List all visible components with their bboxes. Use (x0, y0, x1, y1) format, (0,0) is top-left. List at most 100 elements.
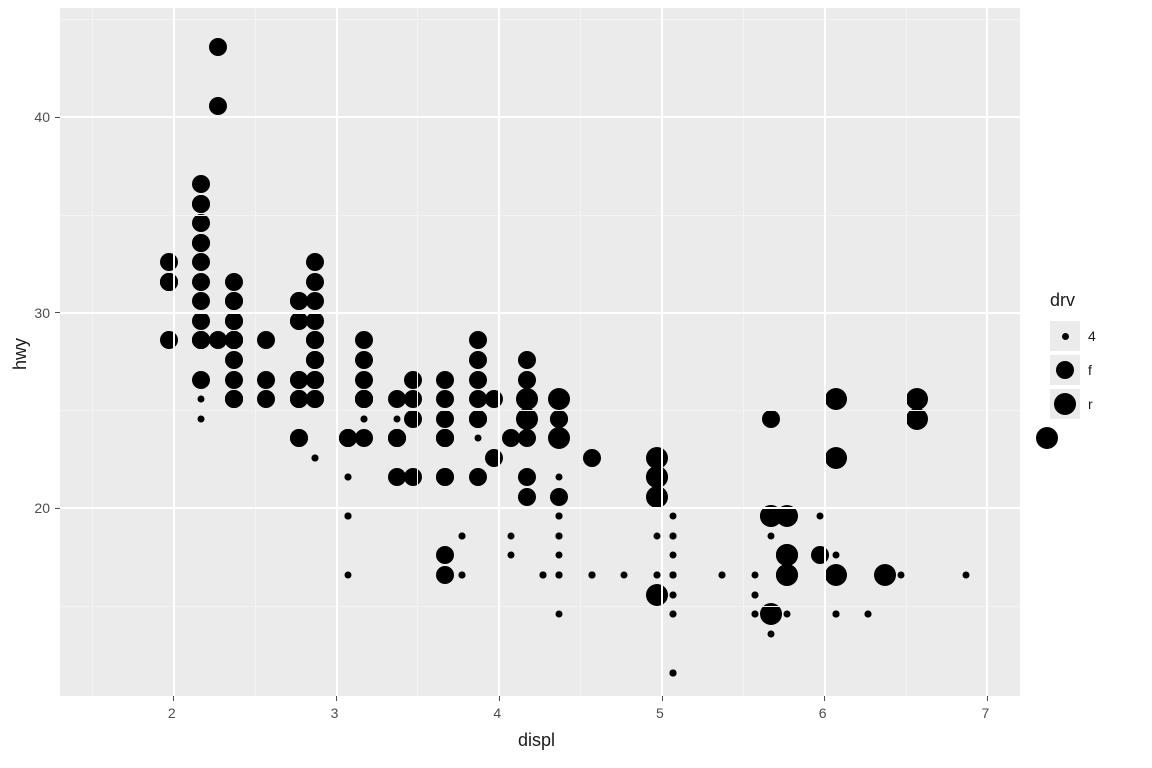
x-tick-label: 3 (331, 706, 339, 720)
y-axis-title: hwy (10, 338, 31, 370)
scatter-point (518, 351, 536, 369)
scatter-point (518, 390, 536, 408)
scatter-point (192, 312, 210, 330)
scatter-point (548, 427, 570, 449)
scatter-point (670, 591, 677, 598)
scatter-point (550, 410, 568, 428)
scatter-point (469, 468, 487, 486)
scatter-point (816, 513, 823, 520)
scatter-point (257, 390, 275, 408)
scatter-point (257, 331, 275, 349)
scatter-point (192, 292, 210, 310)
scatter-point (865, 611, 872, 618)
y-tick-label: 30 (34, 306, 50, 320)
scatter-point (469, 351, 487, 369)
scatter-point (225, 292, 243, 310)
scatter-point (344, 572, 351, 579)
scatter-point (404, 410, 422, 428)
scatter-point (767, 532, 774, 539)
scatter-point (404, 390, 422, 408)
scatter-point (306, 331, 324, 349)
scatter-point (832, 572, 839, 579)
scatter-point (670, 552, 677, 559)
scatter-point (436, 429, 454, 447)
scatter-point (751, 611, 758, 618)
scatter-point (556, 611, 563, 618)
scatter-point (225, 390, 243, 408)
scatter-point (469, 410, 487, 428)
scatter-point (160, 273, 178, 291)
scatter-point (160, 253, 178, 271)
scatter-point (306, 253, 324, 271)
scatter-point (670, 669, 677, 676)
y-tick-label: 40 (34, 110, 50, 124)
scatter-point (192, 234, 210, 252)
scatter-point (469, 331, 487, 349)
x-tick-label: 7 (981, 706, 989, 720)
scatter-point (355, 331, 373, 349)
scatter-point (290, 312, 308, 330)
scatter-point (469, 371, 487, 389)
scatter-point (355, 390, 373, 408)
scatter-point (436, 371, 454, 389)
scatter-point (811, 546, 829, 564)
scatter-point (198, 396, 205, 403)
legend-item: r (1050, 387, 1096, 421)
scatter-point (306, 312, 324, 330)
plot-panel (60, 8, 1020, 696)
scatter-point (776, 544, 798, 566)
scatter-point (518, 429, 536, 447)
x-tick-label: 4 (493, 706, 501, 720)
scatter-point (874, 564, 896, 586)
scatter-point (518, 488, 536, 506)
scatter-point (556, 552, 563, 559)
scatter-point (507, 552, 514, 559)
scatter-point (485, 390, 503, 408)
scatter-point (474, 435, 481, 442)
y-tick-label: 20 (34, 501, 50, 515)
scatter-point (548, 388, 570, 410)
scatter-point (192, 273, 210, 291)
scatter-point (767, 630, 774, 637)
scatter-point (485, 449, 503, 467)
scatter-point (306, 273, 324, 291)
scatter-point (436, 410, 454, 428)
scatter-point (225, 273, 243, 291)
scatter-point (192, 175, 210, 193)
scatter-point (192, 214, 210, 232)
scatter-point (225, 371, 243, 389)
scatter-point (404, 371, 422, 389)
legend-item: 4 (1050, 319, 1096, 353)
figure: 234567203040 displ hwy drv 4fr (0, 0, 1152, 768)
scatter-point (209, 38, 227, 56)
x-tick-label: 5 (656, 706, 664, 720)
scatter-point (502, 429, 520, 447)
scatter-point (583, 449, 601, 467)
scatter-point (588, 572, 595, 579)
legend: drv 4fr (1050, 290, 1096, 421)
scatter-point (290, 429, 308, 447)
scatter-point (225, 331, 243, 349)
scatter-point (556, 532, 563, 539)
scatter-point (436, 468, 454, 486)
scatter-point (225, 351, 243, 369)
scatter-point (518, 371, 536, 389)
scatter-point (209, 97, 227, 115)
scatter-point (404, 468, 422, 486)
scatter-point (339, 429, 357, 447)
scatter-point (653, 591, 660, 598)
scatter-point (518, 468, 536, 486)
scatter-point (621, 572, 628, 579)
scatter-point (306, 390, 324, 408)
scatter-point (653, 572, 660, 579)
scatter-point (192, 195, 210, 213)
scatter-point (556, 474, 563, 481)
scatter-point (670, 572, 677, 579)
scatter-point (306, 351, 324, 369)
x-axis-title: displ (518, 730, 555, 751)
scatter-point (670, 532, 677, 539)
scatter-point (556, 572, 563, 579)
scatter-point (344, 474, 351, 481)
scatter-point (436, 566, 454, 584)
scatter-point (361, 415, 368, 422)
